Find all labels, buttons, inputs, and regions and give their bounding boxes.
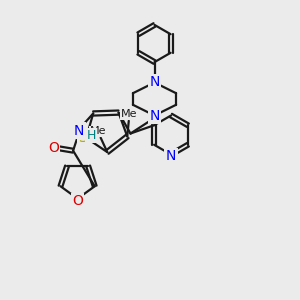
Text: N: N bbox=[166, 149, 176, 163]
Text: Me: Me bbox=[89, 126, 106, 136]
Text: O: O bbox=[48, 141, 59, 155]
Text: N: N bbox=[149, 76, 160, 89]
Text: O: O bbox=[72, 194, 83, 208]
Text: S: S bbox=[78, 131, 87, 145]
Text: N: N bbox=[149, 109, 160, 122]
Text: N: N bbox=[74, 124, 84, 138]
Text: H: H bbox=[86, 129, 96, 142]
Text: Me: Me bbox=[121, 109, 137, 119]
